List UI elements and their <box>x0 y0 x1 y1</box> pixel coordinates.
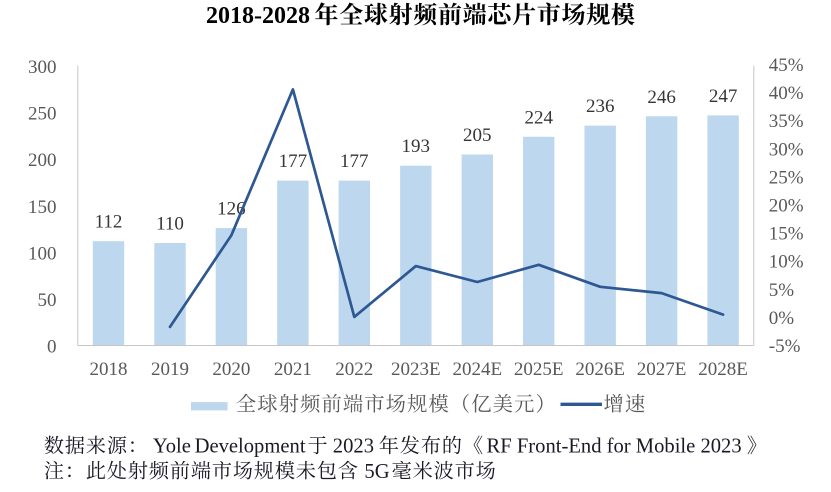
svg-text:236: 236 <box>586 96 615 117</box>
svg-text:250: 250 <box>28 104 57 125</box>
svg-text:RF Front-End for Mobile 2023: RF Front-End for Mobile 2023 <box>487 436 742 458</box>
svg-text:2018: 2018 <box>90 359 128 380</box>
svg-text:25%: 25% <box>769 167 804 188</box>
svg-text:150: 150 <box>28 197 57 218</box>
svg-text:2019: 2019 <box>151 359 189 380</box>
svg-text:2021: 2021 <box>274 359 312 380</box>
svg-text:0%: 0% <box>769 308 795 329</box>
svg-text:5%: 5% <box>769 280 795 301</box>
svg-text:50: 50 <box>38 290 57 311</box>
svg-text:Development: Development <box>195 436 306 458</box>
svg-text:0: 0 <box>47 337 57 358</box>
svg-text:30%: 30% <box>769 139 804 160</box>
svg-text:45%: 45% <box>769 55 804 76</box>
svg-text:2026E: 2026E <box>575 359 625 380</box>
svg-text:177: 177 <box>340 151 369 172</box>
svg-text:205: 205 <box>463 125 492 146</box>
svg-text:300: 300 <box>28 57 57 78</box>
svg-text:40%: 40% <box>769 83 804 104</box>
svg-text:2022: 2022 <box>335 359 373 380</box>
svg-text:2023E: 2023E <box>391 359 441 380</box>
svg-text:2023: 2023 <box>333 436 374 458</box>
svg-text:193: 193 <box>402 136 431 157</box>
svg-text:20%: 20% <box>769 196 804 217</box>
svg-text:2025E: 2025E <box>514 359 564 380</box>
svg-text:2018-2028: 2018-2028 <box>206 3 310 29</box>
svg-text:2028E: 2028E <box>698 359 748 380</box>
svg-text:247: 247 <box>709 86 738 107</box>
svg-text:177: 177 <box>279 151 308 172</box>
svg-text:15%: 15% <box>769 224 804 245</box>
svg-text:Yole: Yole <box>153 436 191 458</box>
svg-text:2027E: 2027E <box>637 359 687 380</box>
svg-text:126: 126 <box>217 199 246 220</box>
svg-text:35%: 35% <box>769 111 804 132</box>
svg-text:2024E: 2024E <box>452 359 502 380</box>
svg-text:10%: 10% <box>769 252 804 273</box>
svg-text:100: 100 <box>28 243 57 264</box>
svg-text:5G: 5G <box>364 461 389 483</box>
svg-text:200: 200 <box>28 150 57 171</box>
svg-text:110: 110 <box>156 214 184 235</box>
svg-text:246: 246 <box>647 87 676 108</box>
svg-text:112: 112 <box>95 212 123 233</box>
svg-text:-5%: -5% <box>769 336 801 357</box>
svg-text:2020: 2020 <box>212 359 250 380</box>
svg-text:224: 224 <box>524 107 553 128</box>
